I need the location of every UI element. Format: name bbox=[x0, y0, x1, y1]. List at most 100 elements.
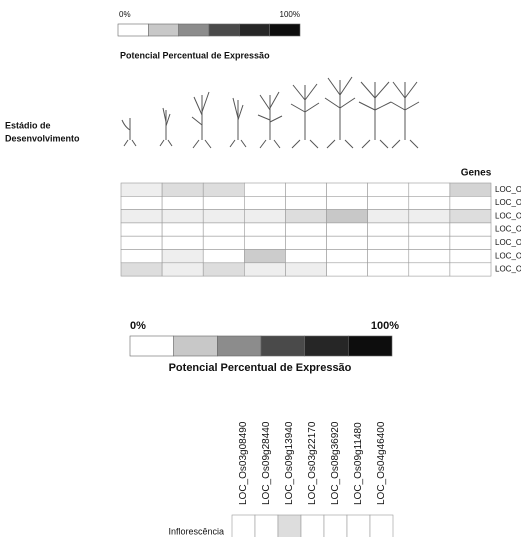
heatmap-cell bbox=[121, 263, 162, 276]
heatmap-cell bbox=[244, 250, 285, 263]
heatmap-cell bbox=[162, 210, 203, 223]
heatmap-cell bbox=[409, 236, 450, 249]
heatmap-cell bbox=[203, 183, 244, 196]
heatmap-cell bbox=[244, 183, 285, 196]
heatmap-cell bbox=[450, 263, 491, 276]
heatmap-cell bbox=[244, 210, 285, 223]
heatmap-cell bbox=[203, 196, 244, 209]
stage-label: Desenvolvimento bbox=[5, 133, 80, 143]
heatmap-cell bbox=[450, 250, 491, 263]
heatmap-cell bbox=[347, 515, 370, 537]
heatmap-cell bbox=[121, 183, 162, 196]
stage-label: Estádio de bbox=[5, 120, 51, 130]
heatmap-cell bbox=[450, 223, 491, 236]
heatmap-cell bbox=[255, 515, 278, 537]
gene-label: LOC_Os09g11480 bbox=[353, 422, 364, 505]
gene-label: LOC_Os03g22170 bbox=[307, 421, 318, 505]
gene-label: LOC_Os09g28440 bbox=[495, 198, 521, 207]
heatmap-cell bbox=[368, 236, 409, 249]
heatmap-cell bbox=[285, 210, 326, 223]
heatmap-cell bbox=[121, 236, 162, 249]
legend-swatch bbox=[118, 24, 148, 36]
gene-label: LOC_Os09g13940 bbox=[495, 211, 521, 220]
legend-min: 0% bbox=[130, 320, 146, 332]
gene-label: LOC_Os08g36920 bbox=[495, 238, 521, 247]
gene-label: LOC_Os09g11480 bbox=[495, 251, 521, 260]
gene-label: LOC_Os03g22170 bbox=[495, 225, 521, 234]
heatmap-cell bbox=[285, 196, 326, 209]
legend-swatch bbox=[130, 336, 174, 356]
heatmap-cell bbox=[162, 183, 203, 196]
heatmap-cell bbox=[285, 263, 326, 276]
heatmap-cell bbox=[324, 515, 347, 537]
heatmap-cell bbox=[327, 196, 368, 209]
heatmap-cell bbox=[368, 210, 409, 223]
heatmap-cell bbox=[409, 210, 450, 223]
legend-swatch bbox=[261, 336, 305, 356]
gene-label: LOC_Os08g36920 bbox=[330, 421, 341, 505]
gene-label: LOC_Os09g13940 bbox=[284, 421, 295, 505]
heatmap-cell bbox=[162, 196, 203, 209]
legend-title: Potencial Percentual de Expressão bbox=[120, 50, 270, 60]
heatmap-cell bbox=[121, 223, 162, 236]
legend-swatch bbox=[270, 24, 300, 36]
heatmap-cell bbox=[232, 515, 255, 537]
heatmap-cell bbox=[409, 223, 450, 236]
heatmap-cell bbox=[409, 183, 450, 196]
heatmap-cell bbox=[327, 223, 368, 236]
heatmap-cell bbox=[450, 196, 491, 209]
legend-swatch bbox=[348, 336, 392, 356]
legend-max: 100% bbox=[280, 10, 300, 19]
heatmap-cell bbox=[244, 236, 285, 249]
heatmap-cell bbox=[244, 196, 285, 209]
gene-label: LOC_Os03g08490 bbox=[238, 421, 249, 505]
legend-min: 0% bbox=[119, 10, 131, 19]
heatmap-cell bbox=[409, 263, 450, 276]
row-label: Inflorescência bbox=[168, 526, 224, 536]
gene-label: LOC_Os03g08490 bbox=[495, 185, 521, 194]
legend-swatch bbox=[305, 336, 349, 356]
heatmap-cell bbox=[370, 515, 393, 537]
heatmap-cell bbox=[327, 236, 368, 249]
heatmap-cell bbox=[203, 210, 244, 223]
legend-swatch bbox=[174, 336, 218, 356]
heatmap-cell bbox=[327, 263, 368, 276]
heatmap-cell bbox=[162, 263, 203, 276]
heatmap-cell bbox=[285, 223, 326, 236]
heatmap-cell bbox=[368, 223, 409, 236]
heatmap-cell bbox=[450, 210, 491, 223]
heatmap-cell bbox=[121, 210, 162, 223]
heatmap-cell bbox=[409, 250, 450, 263]
heatmap-cell bbox=[327, 210, 368, 223]
heatmap-cell bbox=[203, 250, 244, 263]
plant-icons bbox=[122, 77, 419, 148]
legend-swatch bbox=[209, 24, 239, 36]
legend-title: Potencial Percentual de Expressão bbox=[169, 362, 352, 374]
heatmap-cell bbox=[327, 250, 368, 263]
heatmap-cell bbox=[368, 183, 409, 196]
heatmap-cell bbox=[409, 196, 450, 209]
heatmap-cell bbox=[327, 183, 368, 196]
heatmap-cell bbox=[285, 183, 326, 196]
heatmap-cell bbox=[121, 250, 162, 263]
gene-label: LOC_Os04g46400 bbox=[376, 421, 387, 505]
legend-swatch bbox=[217, 336, 261, 356]
gene-label: LOC_Os09g28440 bbox=[261, 421, 272, 505]
heatmap-cell bbox=[162, 236, 203, 249]
heatmap-cell bbox=[368, 196, 409, 209]
heatmap-cell bbox=[368, 263, 409, 276]
genes-header: Genes bbox=[461, 168, 492, 179]
heatmap-cell bbox=[244, 263, 285, 276]
heatmap-cell bbox=[285, 236, 326, 249]
heatmap-cell bbox=[203, 223, 244, 236]
legend-max: 100% bbox=[371, 320, 399, 332]
heatmap-cell bbox=[285, 250, 326, 263]
heatmap-cell bbox=[450, 236, 491, 249]
heatmap-cell bbox=[368, 250, 409, 263]
gene-label: LOC_Os04g46400 bbox=[495, 265, 521, 274]
heatmap-cell bbox=[162, 223, 203, 236]
figure: 0% 100% Potencial Percentual de Expressã… bbox=[0, 0, 521, 537]
heatmap-cell bbox=[450, 183, 491, 196]
heatmap-cell bbox=[121, 196, 162, 209]
legend-swatch bbox=[148, 24, 178, 36]
